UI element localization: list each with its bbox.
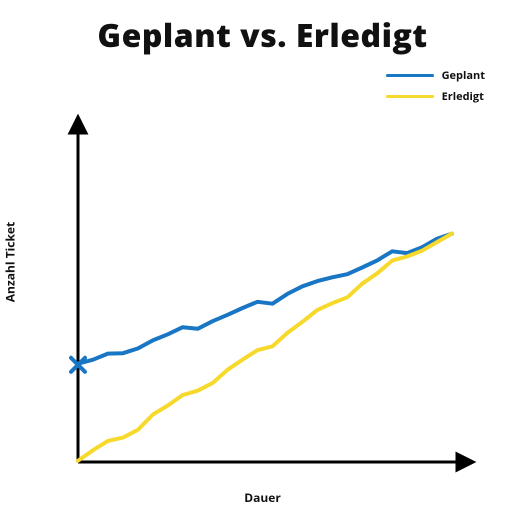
legend-label-geplant: Geplant bbox=[442, 68, 485, 83]
series-geplant bbox=[78, 234, 452, 364]
chart-container: Geplant vs. Erledigt Geplant Erledigt An… bbox=[0, 0, 525, 524]
legend-swatch-erledigt bbox=[386, 95, 434, 98]
legend-swatch-geplant bbox=[386, 74, 434, 77]
legend-item-geplant: Geplant bbox=[386, 68, 485, 83]
x-axis-label: Dauer bbox=[0, 489, 525, 506]
series-erledigt bbox=[78, 234, 452, 461]
legend: Geplant Erledigt bbox=[386, 68, 485, 110]
plot-area bbox=[60, 110, 480, 480]
y-axis-label: Anzahl Ticket bbox=[2, 222, 19, 302]
legend-label-erledigt: Erledigt bbox=[442, 89, 484, 104]
legend-item-erledigt: Erledigt bbox=[386, 89, 485, 104]
chart-title: Geplant vs. Erledigt bbox=[0, 14, 525, 57]
